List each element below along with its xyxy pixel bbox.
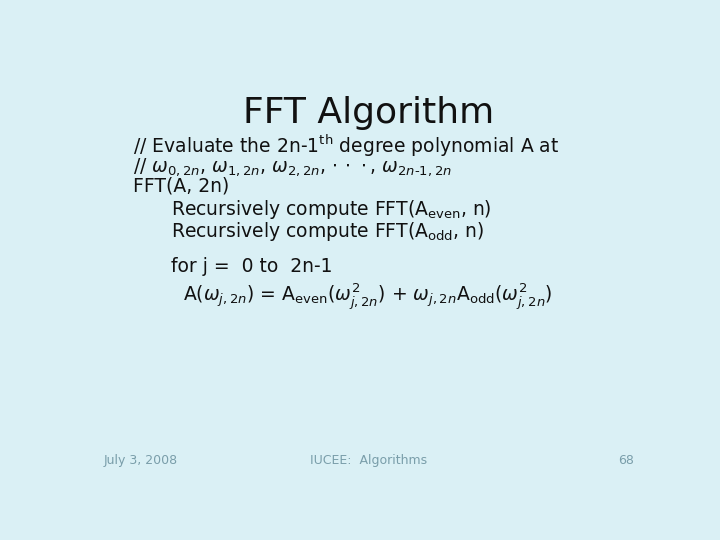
Text: // Evaluate the 2n-1$^\mathregular{th}$ degree polynomial A at: // Evaluate the 2n-1$^\mathregular{th}$ … (132, 132, 559, 159)
Text: A($\omega_{j,2n}$) = A$_\mathregular{even}$($\omega^2_{j,2n}$) + $\omega_{j,2n}$: A($\omega_{j,2n}$) = A$_\mathregular{eve… (183, 282, 552, 312)
Text: Recursively compute FFT(A$_\mathregular{odd}$, n): Recursively compute FFT(A$_\mathregular{… (171, 220, 485, 242)
Text: // $\omega_{0,2n}$, $\omega_{1,2n}$, $\omega_{2,2n}$, $\cdot\,\cdot\,\cdot$, $\o: // $\omega_{0,2n}$, $\omega_{1,2n}$, $\o… (132, 156, 451, 178)
Text: FFT(A, 2n): FFT(A, 2n) (132, 177, 229, 195)
Text: IUCEE:  Algorithms: IUCEE: Algorithms (310, 454, 428, 467)
Text: Recursively compute FFT(A$_\mathregular{even}$, n): Recursively compute FFT(A$_\mathregular{… (171, 198, 492, 221)
Text: 68: 68 (618, 454, 634, 467)
Text: for j =  0 to  2n-1: for j = 0 to 2n-1 (171, 257, 333, 276)
Text: FFT Algorithm: FFT Algorithm (243, 96, 495, 130)
Text: July 3, 2008: July 3, 2008 (104, 454, 178, 467)
